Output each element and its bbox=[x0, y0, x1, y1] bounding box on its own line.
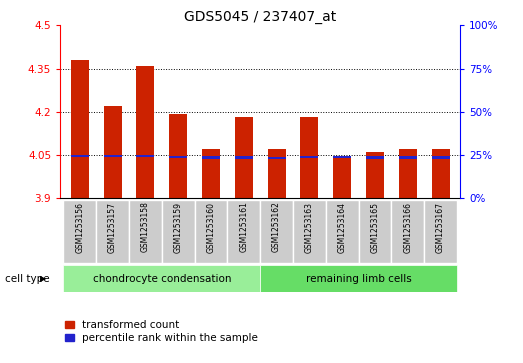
Text: GSM1253166: GSM1253166 bbox=[403, 201, 412, 253]
Bar bbox=[129, 200, 162, 263]
Text: GSM1253161: GSM1253161 bbox=[240, 201, 248, 252]
Text: cell type: cell type bbox=[5, 274, 50, 284]
Bar bbox=[326, 200, 359, 263]
Bar bbox=[96, 200, 129, 263]
Text: GSM1253159: GSM1253159 bbox=[174, 201, 183, 253]
Bar bbox=[169, 156, 187, 158]
Bar bbox=[431, 149, 450, 198]
Text: GSM1253158: GSM1253158 bbox=[141, 201, 150, 252]
Bar bbox=[195, 200, 228, 263]
Text: GSM1253163: GSM1253163 bbox=[305, 201, 314, 253]
Bar bbox=[424, 200, 457, 263]
Bar bbox=[162, 200, 195, 263]
Text: chondrocyte condensation: chondrocyte condensation bbox=[93, 274, 231, 284]
Bar bbox=[63, 200, 96, 263]
Bar bbox=[104, 155, 122, 157]
Bar bbox=[71, 155, 89, 157]
Text: GSM1253162: GSM1253162 bbox=[272, 201, 281, 252]
Bar bbox=[63, 265, 260, 292]
Bar bbox=[268, 157, 286, 159]
Bar bbox=[71, 60, 89, 198]
Bar bbox=[202, 149, 220, 198]
Bar bbox=[260, 200, 293, 263]
Text: remaining limb cells: remaining limb cells bbox=[306, 274, 412, 284]
Bar bbox=[391, 200, 424, 263]
Text: GSM1253157: GSM1253157 bbox=[108, 201, 117, 253]
Text: ▶: ▶ bbox=[40, 274, 47, 283]
Bar bbox=[366, 152, 384, 198]
Text: GSM1253164: GSM1253164 bbox=[338, 201, 347, 253]
Bar bbox=[169, 114, 187, 198]
Bar bbox=[260, 265, 457, 292]
Text: GSM1253156: GSM1253156 bbox=[75, 201, 84, 253]
Text: GSM1253160: GSM1253160 bbox=[207, 201, 215, 253]
Legend: transformed count, percentile rank within the sample: transformed count, percentile rank withi… bbox=[65, 320, 258, 343]
Bar bbox=[104, 106, 122, 198]
Text: GSM1253165: GSM1253165 bbox=[370, 201, 380, 253]
Bar bbox=[431, 156, 450, 159]
Bar bbox=[228, 200, 260, 263]
Bar bbox=[366, 156, 384, 159]
Bar bbox=[268, 149, 286, 198]
Bar bbox=[235, 156, 253, 159]
Bar bbox=[399, 149, 417, 198]
Bar bbox=[399, 156, 417, 159]
Bar bbox=[137, 66, 154, 198]
Bar bbox=[333, 158, 351, 198]
Bar bbox=[202, 156, 220, 159]
Bar bbox=[359, 200, 391, 263]
Bar bbox=[300, 117, 319, 198]
Bar bbox=[293, 200, 326, 263]
Title: GDS5045 / 237407_at: GDS5045 / 237407_at bbox=[184, 11, 336, 24]
Bar bbox=[300, 156, 319, 158]
Bar bbox=[137, 155, 154, 157]
Text: GSM1253167: GSM1253167 bbox=[436, 201, 445, 253]
Bar bbox=[333, 156, 351, 158]
Bar bbox=[235, 117, 253, 198]
